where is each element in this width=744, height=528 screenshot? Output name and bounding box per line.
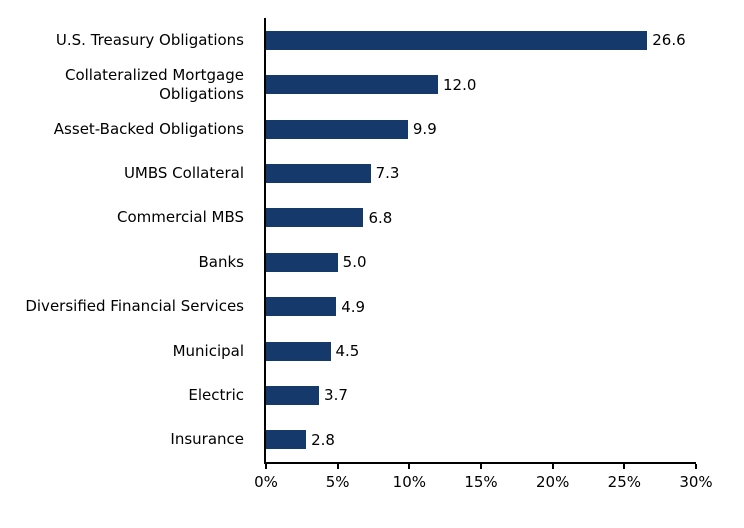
bar-row: 26.6 <box>266 18 696 62</box>
bar-value-label: 4.5 <box>335 342 360 361</box>
bar-value-label: 5.0 <box>342 253 367 272</box>
bar-row: 3.7 <box>266 373 696 417</box>
x-tick-mark <box>336 464 339 469</box>
category-label: Insurance <box>170 430 244 449</box>
category-labels: U.S. Treasury Obligations Collateralized … <box>0 18 254 462</box>
category-label: Collateralized Mortgage Obligations <box>64 65 244 103</box>
bar-row: 6.8 <box>266 196 696 240</box>
bar-row: 4.9 <box>266 284 696 328</box>
plot-area: 26.6 12.0 9.9 7.3 6.8 5.0 4.9 4.5 3.7 2.8 <box>264 18 696 464</box>
bar <box>266 430 307 450</box>
bar-value-label: 2.8 <box>311 430 335 449</box>
category-label: Commercial MBS <box>117 208 244 227</box>
bar-row: 5.0 <box>266 240 696 284</box>
x-axis-ticks <box>265 464 697 470</box>
bar-row: 12.0 <box>266 62 696 106</box>
bar <box>266 119 408 139</box>
x-tick-label: 25% <box>607 473 641 491</box>
x-tick-mark <box>695 464 697 469</box>
category-label: Asset-Backed Obligations <box>53 119 244 138</box>
bar <box>266 385 320 405</box>
x-tick-mark <box>551 464 554 469</box>
bar <box>266 297 337 317</box>
bar <box>266 341 331 361</box>
bar <box>266 75 438 95</box>
category-label: U.S. Treasury Obligations <box>55 30 244 49</box>
x-tick-label: 30% <box>679 473 713 491</box>
bar <box>266 208 364 228</box>
bar-row: 9.9 <box>266 107 696 151</box>
x-tick-mark <box>480 464 482 469</box>
bar <box>266 252 338 272</box>
category-label: UMBS Collateral <box>123 164 244 183</box>
x-tick-mark <box>623 464 626 469</box>
bar-value-label: 7.3 <box>375 164 400 183</box>
bar-value-label: 26.6 <box>652 31 686 50</box>
category-label: Diversified Financial Services <box>25 297 244 316</box>
x-tick-label: 5% <box>325 473 350 491</box>
x-tick-label: 15% <box>464 473 498 491</box>
bar-value-label: 12.0 <box>443 75 477 94</box>
bar-value-label: 9.9 <box>412 120 437 139</box>
category-label: Banks <box>198 252 245 271</box>
bar <box>266 30 648 50</box>
x-tick-label: 0% <box>254 473 278 491</box>
bar-row: 2.8 <box>266 418 696 462</box>
bar-value-label: 4.9 <box>341 297 366 316</box>
bar-row: 4.5 <box>266 329 696 373</box>
bar-value-label: 3.7 <box>324 386 348 405</box>
x-tick-mark <box>265 464 267 469</box>
bar-row: 7.3 <box>266 151 696 195</box>
category-label: Municipal <box>172 341 244 360</box>
x-axis-labels: 0% 5% 10% 15% 20% 25% 30% <box>254 473 713 495</box>
x-tick-label: 20% <box>535 473 570 491</box>
x-tick-label: 10% <box>392 473 426 491</box>
bar <box>266 163 371 183</box>
x-tick-mark <box>408 464 411 469</box>
bar-value-label: 6.8 <box>368 208 393 227</box>
category-label: Electric <box>188 386 244 405</box>
